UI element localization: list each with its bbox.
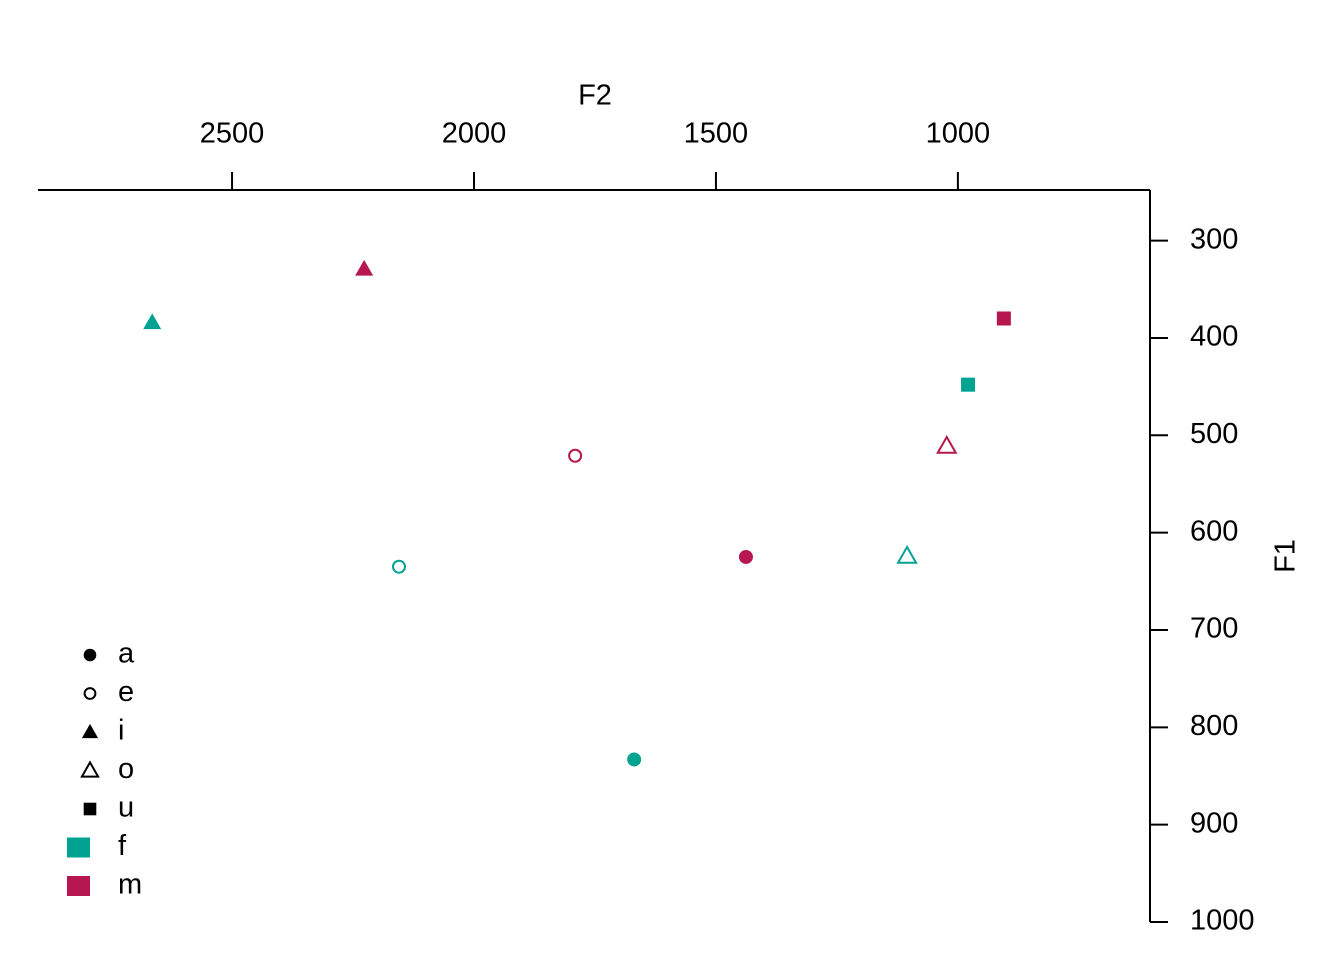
- y-tick-label: 900: [1190, 807, 1238, 839]
- legend-swatch: [67, 837, 90, 858]
- point: [738, 549, 753, 564]
- point: [896, 544, 918, 564]
- legend-label: u: [118, 792, 134, 824]
- y-tick-label: 600: [1190, 515, 1238, 547]
- y-tick-label: 1000: [1190, 905, 1255, 937]
- y-tick-label: 300: [1190, 223, 1238, 255]
- point: [355, 259, 374, 276]
- point: [961, 377, 976, 392]
- x-tick-label: 1000: [926, 118, 991, 150]
- legend-label: a: [118, 638, 135, 670]
- legend-label: e: [118, 676, 134, 708]
- y-tick-label: 700: [1190, 613, 1238, 645]
- legend-symbol: [81, 723, 99, 739]
- legend-symbol: [83, 687, 97, 700]
- legend-symbol: [83, 802, 97, 816]
- point: [996, 311, 1011, 326]
- legend-symbol: [83, 648, 97, 662]
- legend-symbol: [80, 760, 100, 778]
- y-tick-label: 400: [1190, 321, 1238, 353]
- x-tick-label: 2000: [442, 118, 507, 150]
- y-axis-label: F1: [1270, 539, 1302, 573]
- x-axis-label: F2: [578, 80, 612, 112]
- point: [391, 559, 406, 574]
- x-tick-label: 1500: [684, 118, 749, 150]
- y-tick-label: 800: [1190, 710, 1238, 742]
- point: [568, 448, 583, 463]
- point: [936, 434, 958, 454]
- legend-label: o: [118, 753, 134, 785]
- legend-swatch: [67, 876, 90, 896]
- legend-label: m: [118, 869, 142, 901]
- point: [627, 752, 642, 767]
- x-tick-label: 2500: [200, 118, 265, 150]
- legend-label: i: [118, 715, 124, 747]
- y-tick-label: 500: [1190, 418, 1238, 450]
- legend-label: f: [118, 830, 127, 862]
- point: [143, 313, 162, 330]
